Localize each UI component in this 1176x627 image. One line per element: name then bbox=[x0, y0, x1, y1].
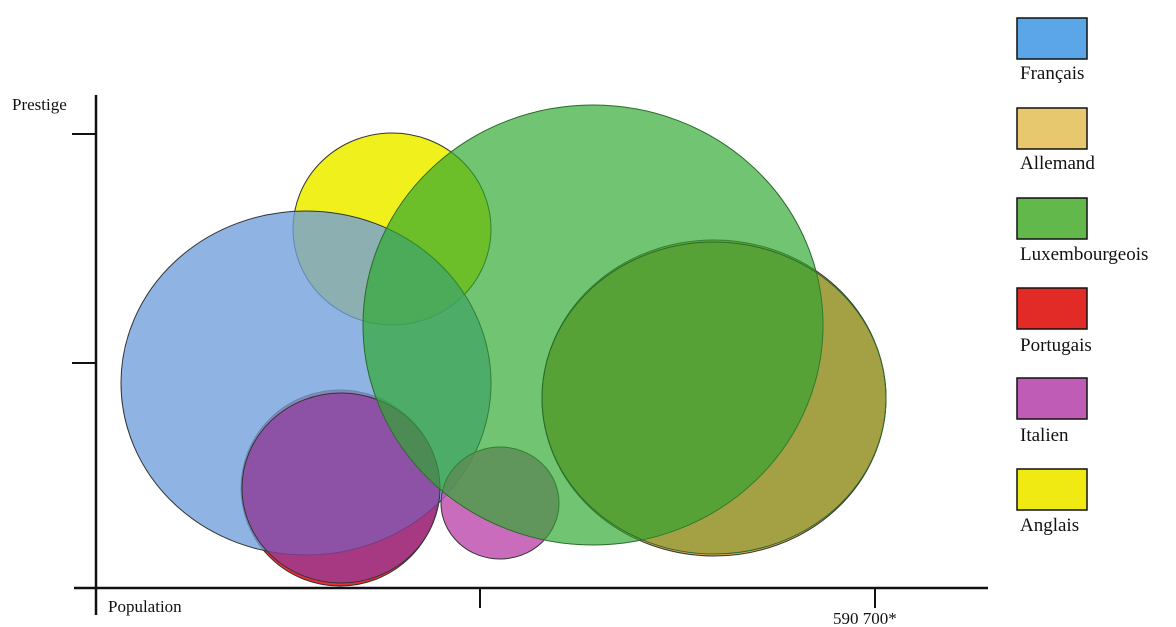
legend-label-italien: Italien bbox=[1020, 425, 1069, 446]
legend-item-luxembourgeois: Luxembourgeois bbox=[1016, 197, 1148, 265]
legend-label-portugais: Portugais bbox=[1020, 335, 1092, 356]
legend-swatch-italien bbox=[1016, 377, 1088, 420]
bubble-luxembourgeois-overlap bbox=[541, 241, 887, 555]
legend-swatch-anglais bbox=[1016, 468, 1088, 511]
legend-label-francais: Français bbox=[1020, 63, 1084, 84]
legend-swatch-allemand bbox=[1016, 107, 1088, 150]
legend-item-allemand: Allemand bbox=[1016, 107, 1095, 174]
legend-swatch-portugais bbox=[1016, 287, 1088, 330]
x-axis-label: Population bbox=[108, 597, 182, 616]
legend-label-luxembourgeois: Luxembourgeois bbox=[1020, 244, 1148, 265]
legend-item-francais: Français bbox=[1016, 17, 1088, 84]
legend: Français Allemand Luxembourgeois Portuga… bbox=[1016, 17, 1148, 536]
bubble-luxembourgeois bbox=[362, 104, 824, 546]
legend-item-portugais: Portugais bbox=[1016, 287, 1092, 356]
legend-label-allemand: Allemand bbox=[1020, 153, 1095, 174]
legend-item-italien: Italien bbox=[1016, 377, 1088, 446]
legend-label-anglais: Anglais bbox=[1020, 515, 1079, 536]
legend-swatch-francais bbox=[1016, 17, 1088, 60]
x-tick-label-1: 590 700* bbox=[833, 609, 897, 627]
legend-swatch-luxembourgeois bbox=[1016, 197, 1088, 240]
y-axis-label: Prestige bbox=[12, 95, 67, 114]
legend-item-anglais: Anglais bbox=[1016, 468, 1088, 536]
